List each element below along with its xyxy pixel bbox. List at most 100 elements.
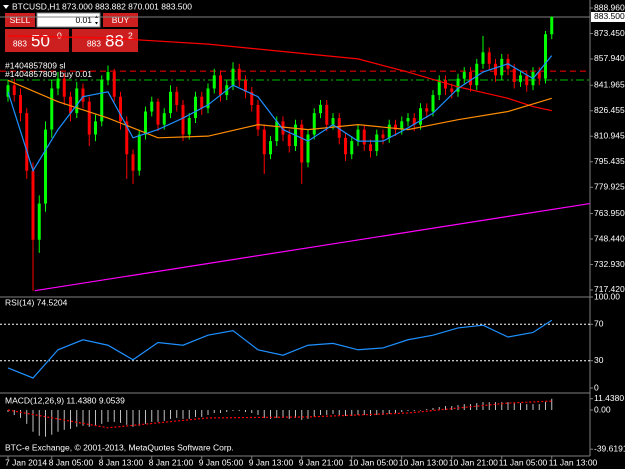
indicator-line: [7, 55, 553, 173]
candle-body: [106, 72, 110, 81]
y-tick-label: 0: [594, 382, 599, 392]
macd-bar: [170, 410, 171, 419]
candle-body: [244, 80, 247, 92]
macd-bar: [495, 402, 496, 411]
y-tick-label: 888.960: [594, 2, 625, 12]
macd-bar: [388, 410, 390, 414]
candle-body: [275, 121, 279, 142]
macd-bar: [207, 410, 209, 415]
x-tick-label: 9 Jan 21:00: [299, 457, 344, 467]
candle-body: [419, 108, 422, 125]
macd-signal: [7, 400, 552, 429]
candle-body: [544, 34, 547, 79]
macd-bar: [276, 410, 278, 418]
candle-body: [344, 137, 347, 155]
macd-bar: [270, 410, 271, 419]
macd-bar: [57, 410, 59, 432]
macd-bar: [195, 410, 196, 417]
x-tick-label: 10 Jan 21:00: [449, 457, 498, 467]
macd-bar: [513, 403, 515, 411]
y-tick-label: 841.965: [594, 80, 625, 90]
macd-bar: [451, 406, 453, 411]
macd-bar: [320, 410, 321, 415]
candle-body: [44, 129, 47, 204]
y-tick-label: 810.945: [594, 131, 625, 141]
candle-body: [131, 154, 135, 171]
macd-bar: [51, 410, 53, 435]
macd-bar: [120, 410, 121, 423]
candle-body: [425, 108, 429, 112]
candle-body: [444, 80, 447, 89]
y-tick-label: 30: [594, 355, 604, 365]
macd-bar: [138, 410, 140, 426]
bid-box[interactable]: [5, 29, 69, 52]
candle-body: [550, 16, 554, 35]
x-tick-label: 10 Jan 13:00: [399, 457, 448, 467]
x-tick-label: 8 Jan 05:00: [49, 457, 94, 467]
candle-body: [150, 101, 154, 112]
macd-bar: [238, 410, 240, 412]
candle-body: [525, 75, 529, 86]
ask-box[interactable]: [72, 29, 138, 52]
y-tick-label: 748.440: [594, 233, 625, 243]
macd-bar: [326, 410, 328, 415]
candle-body: [369, 144, 372, 151]
candle-body: [269, 141, 272, 155]
x-tick-label: 11 Jan 05:00: [499, 457, 548, 467]
bid-fraction: 0: [57, 30, 62, 40]
y-tick-label: 763.950: [594, 208, 625, 218]
collapse-icon[interactable]: [3, 5, 9, 9]
candle-body: [406, 118, 410, 122]
macd-bar: [201, 410, 203, 417]
macd-title: MACD(12,26,9) 11.4380 9.0539: [5, 395, 125, 405]
macd-bar: [438, 407, 440, 411]
candle-body: [125, 121, 129, 155]
candle-body: [456, 78, 460, 92]
candle-body: [431, 95, 435, 112]
candle-body: [206, 88, 210, 109]
x-tick-label: 7 Jan 2014: [5, 457, 47, 467]
candle-body: [6, 85, 10, 97]
macd-bar: [113, 410, 115, 422]
macd-bar: [107, 410, 109, 422]
macd-bar: [82, 410, 84, 426]
y-tick-label: 857.940: [594, 53, 625, 63]
candle-body: [494, 63, 497, 76]
macd-bar: [101, 410, 103, 424]
macd-bar: [401, 410, 403, 413]
macd-bar: [351, 410, 353, 416]
y-tick-label: 779.925: [594, 181, 625, 191]
candle-body: [331, 118, 335, 125]
macd-bar: [76, 410, 78, 427]
candle-body: [319, 104, 322, 114]
macd-bar: [551, 398, 553, 411]
candle-body: [137, 134, 141, 171]
candle-body: [231, 68, 235, 86]
candle-body: [144, 111, 147, 135]
candle-body: [100, 80, 104, 122]
candle-body: [119, 96, 122, 122]
y-tick-label: 873.450: [594, 28, 625, 38]
candle-body: [262, 129, 266, 155]
macd-bar: [345, 410, 346, 416]
macd-bar: [163, 410, 165, 421]
candle-body: [350, 141, 354, 155]
copyright: BTC-e Exchange, © 2001-2013, MetaQuotes …: [5, 442, 234, 452]
candle-body: [306, 134, 310, 163]
indicator-line: [7, 79, 552, 139]
y-tick-label: 717.420: [594, 284, 625, 294]
lot-spinner[interactable]: [95, 15, 98, 25]
candle-body: [237, 68, 241, 81]
macd-bar: [445, 406, 446, 411]
candle-body: [69, 96, 72, 114]
macd-bar: [176, 410, 178, 418]
macd-bar: [370, 410, 371, 416]
macd-bar: [38, 410, 40, 436]
candle-body: [394, 124, 397, 130]
macd-bar: [420, 410, 421, 411]
ask-pips: 88: [105, 31, 124, 50]
lot-value: 0.01: [75, 15, 92, 25]
candle-body: [194, 96, 197, 119]
